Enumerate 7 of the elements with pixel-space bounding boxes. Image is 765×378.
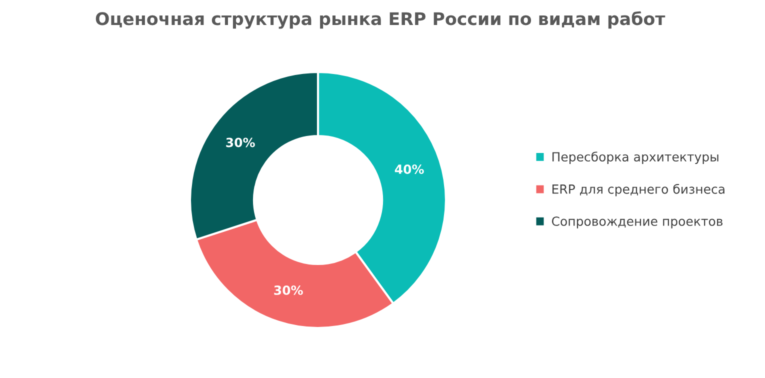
legend-label: ERP для среднего бизнеса	[552, 184, 724, 196]
legend-label: Сопровождение проектов	[552, 216, 723, 228]
legend-label: Пересборка архитектуры	[552, 152, 718, 164]
data-label: 30%	[274, 285, 303, 295]
data-label: 40%	[394, 164, 424, 174]
chart-title: Оценочная структура рынка ERP России по видам работ	[96, 11, 666, 29]
data-label: 30%	[226, 138, 255, 148]
